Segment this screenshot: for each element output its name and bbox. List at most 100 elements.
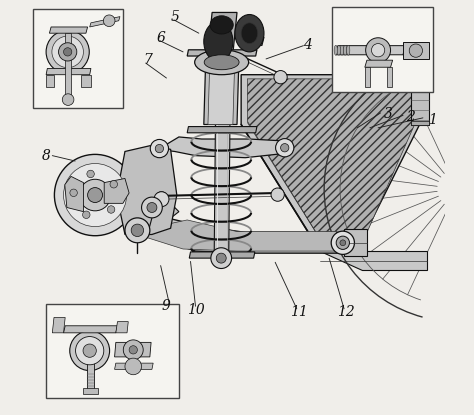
Ellipse shape xyxy=(344,45,347,55)
Circle shape xyxy=(64,48,72,56)
Text: 11: 11 xyxy=(290,305,307,319)
Circle shape xyxy=(275,139,294,157)
Circle shape xyxy=(340,240,346,246)
Circle shape xyxy=(150,139,169,158)
Ellipse shape xyxy=(204,22,233,61)
Text: 7: 7 xyxy=(143,53,152,67)
Circle shape xyxy=(154,192,169,207)
Circle shape xyxy=(281,144,289,152)
Polygon shape xyxy=(336,46,405,55)
Ellipse shape xyxy=(334,45,337,55)
Circle shape xyxy=(59,43,77,61)
Circle shape xyxy=(131,224,144,237)
Circle shape xyxy=(147,203,157,212)
Bar xyxy=(83,388,98,394)
Circle shape xyxy=(46,30,89,73)
Polygon shape xyxy=(241,75,428,251)
Circle shape xyxy=(372,44,385,57)
Circle shape xyxy=(125,218,150,243)
Polygon shape xyxy=(104,178,129,203)
Text: 3: 3 xyxy=(384,107,393,121)
Circle shape xyxy=(103,15,115,27)
Polygon shape xyxy=(158,137,287,158)
Circle shape xyxy=(271,188,284,201)
Polygon shape xyxy=(46,75,55,87)
Ellipse shape xyxy=(195,50,249,75)
Polygon shape xyxy=(387,67,392,87)
Circle shape xyxy=(79,179,111,211)
Bar xyxy=(65,33,72,102)
Polygon shape xyxy=(320,251,427,270)
Bar xyxy=(411,121,428,124)
Circle shape xyxy=(365,38,391,63)
Circle shape xyxy=(88,188,102,203)
Circle shape xyxy=(216,253,226,263)
Circle shape xyxy=(64,164,127,227)
Circle shape xyxy=(108,206,115,213)
Bar xyxy=(344,229,367,256)
Polygon shape xyxy=(237,21,264,46)
Polygon shape xyxy=(365,60,392,67)
Circle shape xyxy=(142,197,162,218)
Circle shape xyxy=(87,170,94,178)
Ellipse shape xyxy=(340,45,344,55)
Polygon shape xyxy=(116,322,128,333)
Circle shape xyxy=(110,181,118,188)
Polygon shape xyxy=(127,203,179,232)
Circle shape xyxy=(70,189,77,197)
Circle shape xyxy=(75,337,104,365)
Polygon shape xyxy=(208,12,237,54)
Ellipse shape xyxy=(235,15,264,52)
Circle shape xyxy=(155,144,164,153)
Circle shape xyxy=(52,36,83,68)
Text: 8: 8 xyxy=(42,149,51,163)
Text: 4: 4 xyxy=(303,38,312,52)
Ellipse shape xyxy=(337,45,340,55)
Circle shape xyxy=(331,231,355,254)
Bar xyxy=(87,345,94,390)
Circle shape xyxy=(82,211,90,219)
Circle shape xyxy=(336,236,349,249)
Polygon shape xyxy=(133,220,337,251)
Polygon shape xyxy=(49,27,88,33)
Polygon shape xyxy=(64,326,118,333)
Polygon shape xyxy=(117,145,177,234)
Polygon shape xyxy=(90,17,120,27)
Bar xyxy=(411,75,428,78)
Circle shape xyxy=(129,346,137,354)
Circle shape xyxy=(211,248,232,269)
Bar xyxy=(332,7,433,92)
Ellipse shape xyxy=(210,16,233,34)
Polygon shape xyxy=(204,54,239,124)
Ellipse shape xyxy=(346,45,350,55)
Text: 1: 1 xyxy=(428,113,437,127)
Bar xyxy=(411,75,428,124)
Circle shape xyxy=(409,44,422,57)
Polygon shape xyxy=(189,252,255,258)
Polygon shape xyxy=(115,342,151,357)
Polygon shape xyxy=(208,54,235,124)
Ellipse shape xyxy=(204,55,239,70)
Text: 6: 6 xyxy=(157,31,166,45)
Polygon shape xyxy=(127,216,345,253)
Text: 5: 5 xyxy=(171,10,180,24)
Bar xyxy=(46,304,179,398)
Polygon shape xyxy=(214,124,230,257)
Circle shape xyxy=(123,340,143,360)
Bar xyxy=(71,190,125,199)
Circle shape xyxy=(125,358,142,375)
Polygon shape xyxy=(187,50,257,56)
Polygon shape xyxy=(52,317,65,333)
Circle shape xyxy=(274,71,287,84)
Bar xyxy=(403,42,428,59)
Circle shape xyxy=(62,94,74,105)
Polygon shape xyxy=(46,68,91,75)
Circle shape xyxy=(55,154,136,236)
Text: 9: 9 xyxy=(162,299,171,313)
Circle shape xyxy=(70,331,109,371)
Polygon shape xyxy=(71,190,88,199)
Circle shape xyxy=(83,344,96,357)
Polygon shape xyxy=(247,79,424,247)
Text: 12: 12 xyxy=(337,305,355,319)
Text: 10: 10 xyxy=(187,303,204,317)
